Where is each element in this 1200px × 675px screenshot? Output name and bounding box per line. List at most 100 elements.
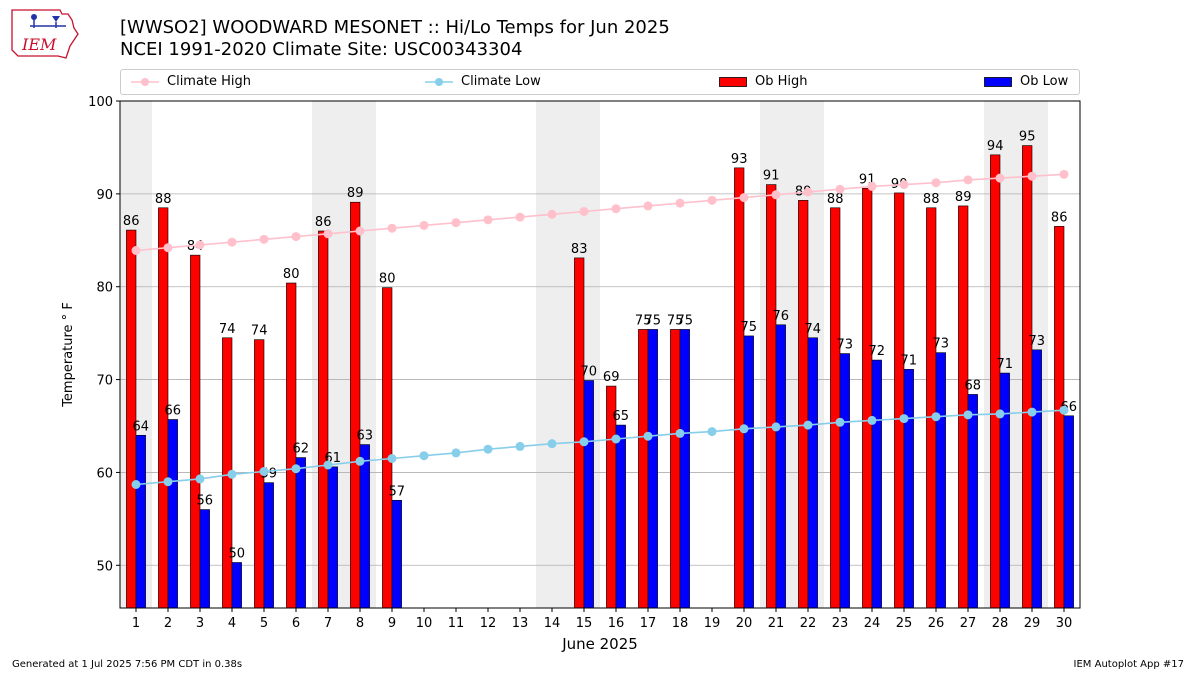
ob-low-label-day-17: 75 — [645, 313, 662, 328]
ob-low-label-day-8: 63 — [357, 429, 374, 444]
ob-low-bar-day-23 — [839, 353, 850, 609]
climate-low-point-day-21 — [771, 422, 781, 432]
ob-low-label-day-22: 74 — [805, 322, 822, 337]
climate-high-point-day-30 — [1059, 169, 1069, 179]
ob-low-label-day-28: 71 — [997, 357, 1014, 372]
ob-high-label-day-30: 86 — [1051, 210, 1068, 225]
climate-low-point-day-5 — [259, 467, 269, 476]
x-tick-label-13: 13 — [512, 616, 529, 631]
ob-low-bar-day-16 — [615, 424, 626, 609]
climate-low-point-day-10 — [419, 451, 429, 461]
climate-high-point-day-18 — [675, 198, 685, 208]
climate-low-point-day-14 — [547, 439, 557, 449]
ob-low-label-day-6: 62 — [293, 442, 310, 457]
ob-high-label-day-9: 80 — [379, 272, 396, 287]
x-tick-label-11: 11 — [448, 616, 465, 631]
ob-low-label-day-20: 75 — [741, 320, 758, 335]
legend: Climate High Climate Low Ob High Ob Low — [120, 69, 1080, 95]
climate-high-point-day-10 — [419, 220, 429, 230]
ob-low-bar-day-3 — [199, 509, 210, 609]
climate-low-point-day-27 — [963, 410, 973, 420]
ob-high-label-day-15: 83 — [571, 242, 588, 257]
ob-low-bar-day-15 — [583, 380, 594, 609]
x-tick-label-21: 21 — [768, 616, 785, 631]
shaded-day-14 — [536, 101, 568, 608]
ob-high-bar-day-7 — [318, 230, 329, 609]
legend-label-ob-low: Ob Low — [1020, 74, 1069, 89]
climate-high-point-day-25 — [899, 180, 909, 190]
ob-high-bar-day-9 — [382, 287, 393, 609]
ob-high-bar-day-8 — [350, 201, 361, 609]
x-tick-label-5: 5 — [260, 616, 268, 631]
ob-high-label-day-27: 89 — [955, 190, 972, 205]
ob-high-label-day-28: 94 — [987, 139, 1004, 154]
ob-high-bar-day-27 — [958, 205, 969, 609]
y-tick-label-60: 60 — [96, 466, 113, 481]
y-tick-label-90: 90 — [96, 188, 113, 203]
ob-high-bar-day-18 — [670, 329, 681, 609]
ob-low-bar-day-20 — [743, 335, 754, 609]
x-tick-label-3: 3 — [196, 616, 204, 631]
climate-low-point-day-28 — [995, 409, 1005, 419]
climate-low-point-day-25 — [899, 414, 909, 424]
ob-low-label-day-9: 57 — [389, 484, 406, 499]
ob-high-label-day-21: 91 — [763, 169, 780, 184]
y-axis-label: Temperature ° F — [61, 302, 76, 408]
x-tick-label-27: 27 — [960, 616, 977, 631]
climate-low-point-day-6 — [291, 464, 301, 474]
climate-high-point-day-24 — [867, 181, 877, 191]
ob-low-label-day-18: 75 — [677, 313, 694, 328]
ob-high-bar-day-25 — [894, 192, 905, 609]
legend-label-ob-high: Ob High — [755, 74, 808, 89]
ob-high-bar-day-17 — [638, 329, 649, 609]
ob-high-label-day-26: 88 — [923, 192, 940, 207]
x-tick-label-28: 28 — [992, 616, 1009, 631]
ob-low-label-day-1: 64 — [133, 419, 150, 434]
legend-label-climate-high: Climate High — [167, 74, 252, 89]
ob-low-bar-day-18 — [679, 329, 690, 609]
ob-low-label-day-25: 71 — [901, 353, 918, 368]
climate-high-point-day-9 — [387, 223, 397, 233]
title-line-1: [WWSO2] WOODWARD MESONET :: Hi/Lo Temps … — [120, 17, 670, 38]
climate-high-point-day-5 — [259, 234, 269, 244]
ob-low-bar-day-27 — [967, 394, 978, 609]
climate-low-point-day-8 — [355, 456, 365, 466]
y-tick-label-70: 70 — [96, 374, 113, 389]
climate-low-point-day-4 — [227, 469, 237, 479]
x-tick-label-23: 23 — [832, 616, 849, 631]
ob-high-bar-day-29 — [1022, 145, 1033, 609]
climate-high-point-day-26 — [931, 178, 941, 188]
climate-high-swatch — [131, 77, 159, 86]
title-line-2: NCEI 1991-2020 Climate Site: USC00343304 — [120, 39, 523, 60]
climate-low-point-day-2 — [163, 477, 173, 487]
y-tick-label-100: 100 — [88, 95, 113, 110]
ob-low-bar-day-1 — [135, 434, 146, 609]
climate-high-point-day-19 — [707, 195, 717, 205]
ob-low-label-day-23: 73 — [837, 338, 854, 353]
climate-high-point-day-2 — [163, 243, 173, 253]
ob-low-bar-day-2 — [167, 419, 178, 609]
ob-low-bar-day-5 — [263, 482, 274, 609]
y-tick-label-50: 50 — [96, 559, 113, 574]
climate-low-point-day-20 — [739, 424, 749, 434]
ob-low-bar-day-28 — [999, 372, 1010, 609]
ob-high-label-day-7: 86 — [315, 215, 332, 230]
ob-low-bar-day-8 — [359, 444, 370, 609]
climate-low-point-day-18 — [675, 428, 685, 438]
climate-low-point-day-15 — [579, 437, 589, 447]
x-tick-label-30: 30 — [1056, 616, 1073, 631]
ob-high-label-day-20: 93 — [731, 152, 748, 167]
ob-high-label-day-18: 75 — [667, 313, 684, 328]
legend-item-ob-low: Ob Low — [984, 74, 1068, 89]
legend-item-climate-low: Climate Low — [425, 74, 541, 89]
ob-low-label-day-4: 50 — [229, 547, 246, 562]
chart-title: [WWSO2] WOODWARD MESONET :: Hi/Lo Temps … — [120, 17, 670, 61]
climate-high-point-day-13 — [515, 212, 525, 222]
legend-label-climate-low: Climate Low — [461, 74, 541, 89]
legend-item-ob-high: Ob High — [719, 74, 808, 89]
climate-high-point-day-3 — [195, 240, 205, 250]
logo-text: IEM — [21, 35, 57, 54]
x-tick-label-10: 10 — [416, 616, 433, 631]
climate-high-point-day-6 — [291, 232, 301, 242]
climate-high-point-day-14 — [547, 209, 557, 219]
